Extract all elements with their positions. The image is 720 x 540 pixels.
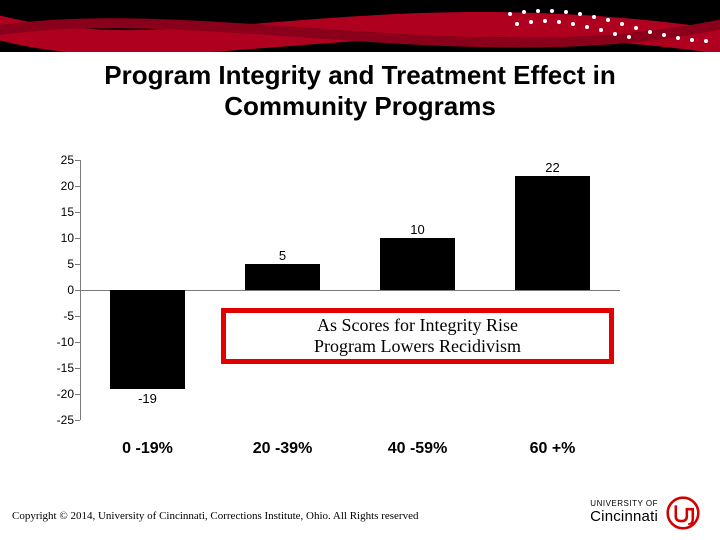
bar-value-label: 22 (515, 160, 591, 175)
category-label: 0 -19% (122, 440, 173, 458)
ytick-label: -20 (57, 387, 80, 401)
ytick-label: 20 (61, 179, 80, 193)
bar-chart: 2520151050-5-10-15-20-25-1951022 (80, 160, 620, 420)
uc-logo-icon (666, 496, 700, 530)
top-banner (0, 0, 720, 52)
ytick-label: -15 (57, 361, 80, 375)
page-title: Program Integrity and Treatment Effect i… (40, 60, 680, 122)
bar-value-label: -19 (110, 391, 186, 406)
slide: Program Integrity and Treatment Effect i… (0, 0, 720, 540)
bar (380, 238, 456, 290)
ytick-label: 15 (61, 205, 80, 219)
bar (245, 264, 321, 290)
logo-text-bottom: Cincinnati (590, 509, 658, 526)
bar (515, 176, 591, 290)
ytick-label: 5 (67, 257, 80, 271)
ytick-label: 25 (61, 153, 80, 167)
ytick-label: 0 (67, 283, 80, 297)
ytick-label: -10 (57, 335, 80, 349)
category-label: 60 +% (530, 440, 576, 458)
logo-text: UNIVERSITY OF Cincinnati (590, 500, 658, 525)
university-logo: UNIVERSITY OF Cincinnati (590, 496, 700, 530)
bar (110, 290, 186, 389)
bar-value-label: 10 (380, 222, 456, 237)
callout-line-2: Program Lowers Recidivism (314, 336, 521, 356)
chart-area: 2520151050-5-10-15-20-25-1951022 (80, 160, 620, 420)
ytick-label: 10 (61, 231, 80, 245)
callout-line-1: As Scores for Integrity Rise (317, 315, 518, 335)
bar-value-label: 5 (245, 248, 321, 263)
ytick-label: -5 (63, 309, 80, 323)
banner-svg (0, 0, 720, 52)
callout-box: As Scores for Integrity Rise Program Low… (221, 308, 614, 364)
category-label: 20 -39% (253, 440, 313, 458)
copyright-text: Copyright © 2014, University of Cincinna… (12, 510, 418, 522)
callout-text: As Scores for Integrity Rise Program Low… (314, 315, 521, 357)
category-label: 40 -59% (388, 440, 448, 458)
ytick-label: -25 (57, 413, 80, 427)
